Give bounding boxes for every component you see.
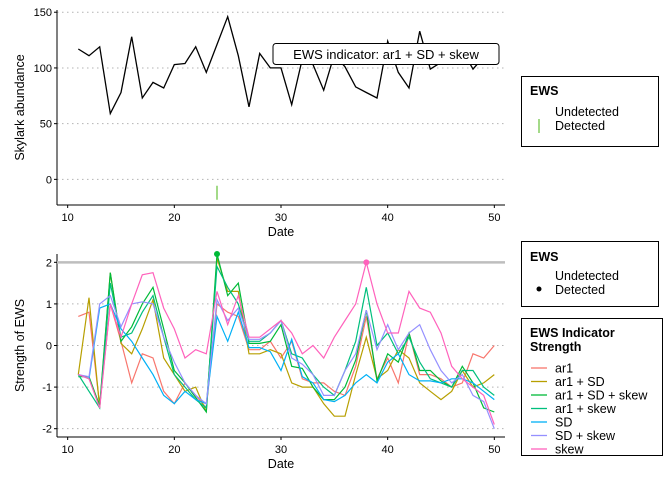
strength-x-tick-label: 20 [168,444,180,456]
detected-point [214,251,220,257]
abundance-y-tick-label: 50 [40,119,52,131]
legend-item-undetected: Undetected [555,105,619,119]
strength-x-tick-label: 30 [275,444,287,456]
strength-y-tick-label: 2 [46,257,52,269]
legend-label-ar1-sd-skew: ar1 + SD + skew [555,389,648,403]
indicator-legend-title: Strength [530,340,581,354]
annotation-text: EWS indicator: ar1 + SD + skew [293,47,479,62]
legend-item-detected: Detected [555,119,605,133]
abundance-x-axis-title: Date [268,225,294,239]
legend-label-sd: SD [555,416,572,430]
series-line-ar1 [78,302,495,410]
ews-legend-detected-key [536,286,542,292]
abundance-x-tick-label: 30 [275,212,287,224]
series-line-ar1-sd [77,258,495,417]
abundance-panel: 0 50 100 150 10 20 30 40 50 Date Skylark abundance… [13,7,505,239]
indicator-legend-title: EWS Indicator [530,326,615,340]
series-line-skew [78,262,495,425]
legend-label-sd-skew: SD + skew [555,429,616,443]
abundance-x-tick-label: 20 [168,212,180,224]
ews-legend-detected: Detected [555,283,605,297]
abundance-series-line [77,14,495,116]
abundance-x-tick-label: 40 [382,212,394,224]
annotation-box [272,43,500,65]
ews-legend-box [521,241,659,307]
detected-point [363,259,370,266]
abundance-y-axis-title: Skylark abundance [13,54,27,160]
abundance-x-tick-label: 10 [62,212,74,224]
series-line-sd [78,303,495,405]
strength-x-tick-label: 50 [488,444,500,456]
abundance-y-tick-label: 0 [46,174,52,186]
legend-label-skew: skew [555,443,584,457]
top-legend-box [521,76,659,147]
ews-legend-title: EWS [530,250,558,264]
strength-y-tick-label: 1 [46,299,52,311]
legend-label-ar1-skew: ar1 + skew [555,402,617,416]
strength-x-tick-label: 40 [382,444,394,456]
legend-label-ar1: ar1 [555,362,573,376]
strength-y-tick-label: -1 [42,382,52,394]
ews-indicator-annotation: EWS indicator: ar1 + SD + skew [272,43,500,65]
abundance-y-tick-label: 150 [34,7,52,19]
strength-y-tick-label: -2 [42,424,52,436]
strength-x-axis-title: Date [268,457,294,471]
abundance-y-tick-label: 100 [34,63,52,75]
series-line-sd-skew [78,294,495,429]
indicator-legend-box [521,318,663,456]
ews-legend-undetected: Undetected [555,269,619,283]
top-legend-title: EWS [530,84,558,98]
legend-label-ar1-sd: ar1 + SD [555,375,605,389]
strength-y-axis-title: Strength of EWS [13,299,27,392]
abundance-x-tick-label: 50 [488,212,500,224]
strength-x-tick-label: 10 [62,444,74,456]
strength-y-tick-label: 0 [46,341,52,353]
strength-panel: -2 -1 0 1 2 10 20 30 40 50 Date Strength of EWS [13,251,505,471]
